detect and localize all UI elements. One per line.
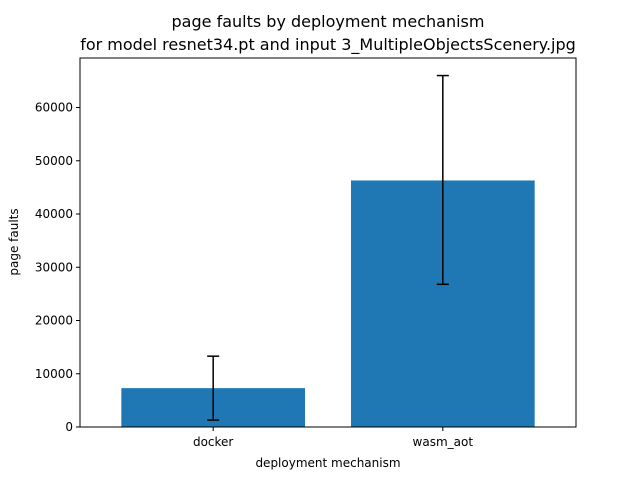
y-tick-label: 30000 [35,260,73,274]
x-axis-label: deployment mechanism [255,456,400,470]
y-tick-label: 10000 [35,367,73,381]
y-tick-label: 0 [65,420,73,434]
y-tick-label: 20000 [35,314,73,328]
plot-frame [79,57,577,428]
x-tick-label: wasm_aot [413,435,474,449]
x-tick-label: docker [193,435,233,449]
plot-area: 0 10000 20000 30000 40000 50000 60000 docker was… [35,74,535,449]
y-tick-label: 40000 [35,207,73,221]
y-axis-label: page faults [7,208,21,275]
chart-subtitle: for model resnet34.pt and input 3_Multip… [80,35,576,55]
y-tick-label: 50000 [35,154,73,168]
y-tick-label: 60000 [35,101,73,115]
chart-title: page faults by deployment mechanism [172,12,485,31]
